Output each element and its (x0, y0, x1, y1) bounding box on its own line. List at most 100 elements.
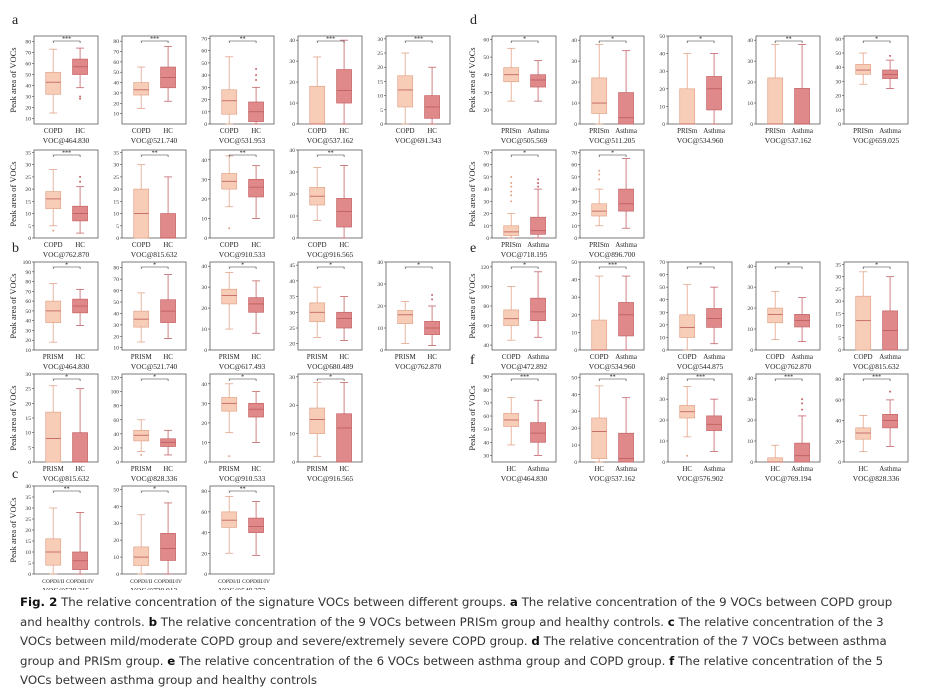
y-tick-label: 40 (571, 278, 577, 284)
outlier-point (801, 408, 804, 411)
significance-bracket (140, 266, 169, 269)
x-tick-label: COPD (308, 127, 327, 135)
y-tick-label: 0 (28, 460, 31, 466)
y-tick-label: 20 (201, 197, 207, 203)
significance-stars: * (611, 151, 614, 157)
box-PRISM (221, 397, 238, 412)
x-tick-label: COPDIII/IV (66, 579, 94, 585)
y-tick-label: 35 (25, 150, 31, 156)
y-tick-label: 50 (113, 487, 119, 493)
y-tick-label: 60 (483, 163, 489, 169)
caption-intro: The relative concentration of the signat… (61, 595, 507, 609)
significance-bracket (598, 40, 627, 43)
y-tick-label: 80 (483, 304, 489, 310)
box-HC (72, 432, 88, 463)
significance-bracket (316, 40, 345, 43)
x-tick-label: PRISM (43, 465, 65, 473)
y-tick-label: 80 (483, 388, 489, 394)
voc-label: VOC@828.336 (853, 474, 900, 483)
box-COPD (45, 71, 62, 95)
plot-frame (667, 261, 733, 351)
significance-stars: ** (240, 151, 246, 157)
y-tick-label: 20 (113, 101, 119, 107)
y-tick-label: 100 (23, 260, 32, 266)
caption-letter-b: b (148, 614, 158, 629)
plot-frame (491, 373, 557, 463)
x-tick-label: COPD (854, 353, 873, 361)
y-tick-label: 0 (204, 572, 207, 578)
box-HC (855, 427, 872, 440)
y-tick-label: 30 (113, 323, 119, 329)
y-tick-label: 40 (25, 84, 31, 90)
y-tick-label: 10 (25, 212, 31, 218)
significance-bracket (404, 266, 433, 269)
x-tick-label: COPD (678, 353, 697, 361)
y-tick-label: 10 (571, 330, 577, 336)
y-tick-label: 0 (662, 348, 665, 354)
y-tick-label: 20 (659, 323, 665, 329)
plot-frame (297, 35, 363, 125)
significance-bracket (316, 154, 345, 157)
x-tick-label: HC (682, 465, 692, 473)
y-tick-label: 0 (116, 236, 119, 242)
y-tick-label: 0 (662, 460, 665, 466)
y-tick-label: 10 (201, 440, 207, 446)
box-Asthma (794, 88, 810, 125)
voc-label: VOC@659.025 (853, 136, 900, 145)
x-tick-label: COPD (502, 353, 521, 361)
y-tick-label: 30 (113, 521, 119, 527)
y-tick-label: 0 (574, 348, 577, 354)
y-tick-label: 70 (571, 150, 577, 156)
panel-letter-a: a (12, 13, 19, 28)
x-tick-label: PRISM (307, 353, 329, 361)
y-tick-label: 30 (571, 59, 577, 65)
y-axis-label: Peak area of VOCs (8, 273, 18, 338)
box-COPD (45, 191, 62, 210)
significance-stars: * (875, 263, 878, 269)
box-HC (336, 311, 352, 329)
y-tick-label: 30 (835, 275, 841, 281)
y-tick-label: 20 (571, 426, 577, 432)
box-Asthma (530, 422, 546, 443)
x-tick-label: HC (427, 353, 437, 361)
y-tick-label: 60 (835, 37, 841, 43)
y-tick-label: 70 (113, 50, 119, 56)
y-tick-label: 10 (289, 101, 295, 107)
voc-label: VOC@718.195 (501, 250, 548, 259)
y-tick-label: 70 (25, 289, 31, 295)
voc-label: VOC@680.489 (307, 362, 354, 371)
significance-stars: *** (62, 151, 71, 157)
significance-stars: *** (62, 37, 71, 43)
caption-text-a: The relative concentration of the 9 VOCs… (20, 595, 893, 629)
significance-stars: * (523, 151, 526, 157)
caption-text-e: The relative concentration of the 6 VOCs… (179, 653, 666, 668)
significance-bracket (140, 154, 169, 157)
y-axis-label: Peak area of VOCs (8, 161, 18, 226)
y-tick-label: 30 (289, 375, 295, 381)
y-tick-label: 40 (659, 52, 665, 58)
y-tick-label: 20 (571, 80, 577, 86)
x-tick-label: COPD (220, 241, 239, 249)
y-tick-label: 35 (835, 262, 841, 268)
y-tick-label: 10 (289, 432, 295, 438)
box-PRISm (855, 64, 872, 75)
y-tick-label: 30 (377, 282, 383, 288)
voc-label: VOC@531.953 (219, 136, 266, 145)
significance-bracket (862, 40, 891, 43)
plot-frame (579, 373, 645, 463)
significance-bracket (686, 378, 715, 381)
y-tick-label: 25 (113, 175, 119, 181)
x-tick-label: HC (858, 465, 868, 473)
significance-stars: * (329, 263, 332, 269)
significance-bracket (774, 266, 803, 269)
voc-label: VOC@617.493 (219, 362, 266, 371)
y-tick-label: 0 (750, 122, 753, 128)
y-tick-label: 50 (835, 51, 841, 57)
y-tick-label: 20 (201, 551, 207, 557)
y-tick-label: 15 (835, 311, 841, 317)
